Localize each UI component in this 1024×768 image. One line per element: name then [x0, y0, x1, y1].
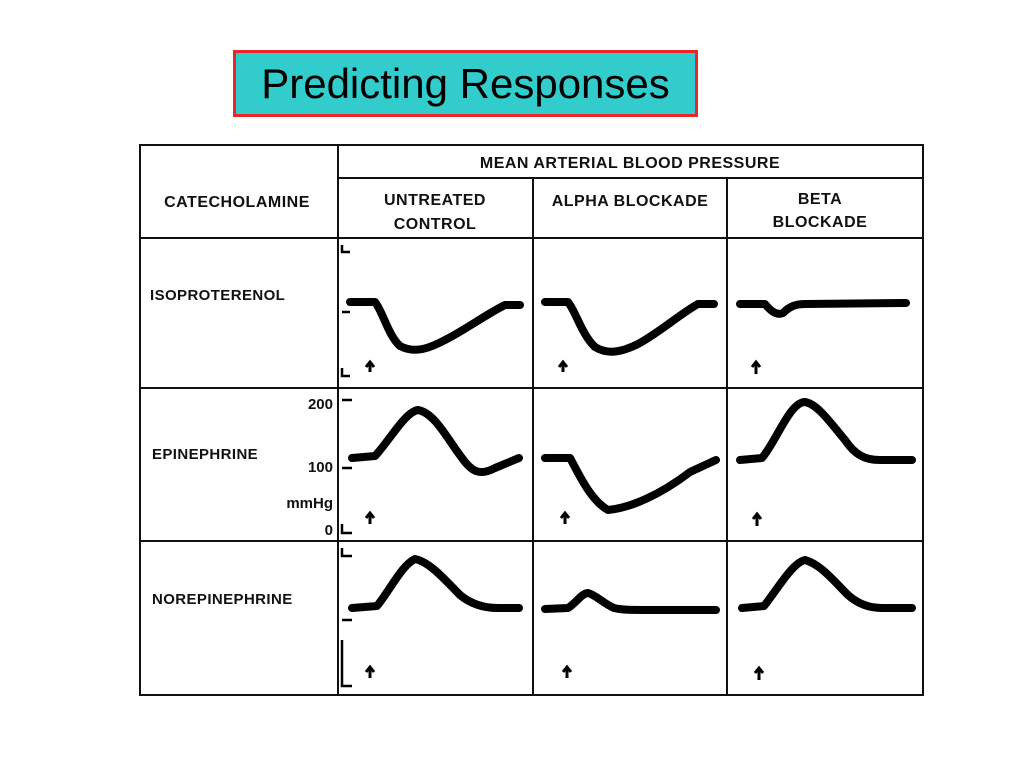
row-label-norepinephrine: NOREPINEPHRINE	[152, 591, 293, 608]
trace-isoproterenol-beta	[736, 299, 910, 318]
arrow-up-icon	[751, 511, 763, 526]
trace-epinephrine-untreated	[348, 406, 523, 477]
arrow-up-icon	[364, 510, 376, 524]
title-box: Predicting Responses	[233, 50, 698, 117]
table-grid	[139, 144, 924, 696]
scale-label-0: 0	[325, 522, 333, 539]
trace-norepinephrine-alpha	[541, 589, 720, 614]
scale-label-100: 100	[308, 459, 333, 476]
row-label-isoproterenol: ISOPROTERENOL	[150, 287, 285, 304]
axis-ticks	[340, 245, 352, 688]
header-main: MEAN ARTERIAL BLOOD PRESSURE	[480, 155, 780, 172]
arrow-up-icon	[753, 665, 765, 680]
table-border	[139, 144, 924, 696]
header-beta-line1: BETA	[798, 191, 842, 208]
axis-ticks-row-1	[340, 245, 350, 378]
axis-ticks-row-2	[340, 398, 352, 535]
arrow-up-icon	[559, 510, 571, 524]
axis-ticks-row-3	[340, 548, 352, 688]
trace-norepinephrine-beta	[738, 556, 916, 612]
header-catecholamine: CATECHOLAMINE	[164, 194, 310, 211]
slide-title: Predicting Responses	[261, 59, 670, 107]
trace-epinephrine-alpha	[541, 454, 720, 514]
header-beta-line2: BLOCKADE	[773, 214, 868, 231]
arrow-up-icon	[364, 664, 376, 678]
arrow-up-icon	[561, 664, 573, 678]
arrow-up-icon	[557, 359, 569, 372]
arrow-up-icon	[750, 359, 762, 374]
header-alpha-blockade: ALPHA BLOCKADE	[552, 193, 709, 210]
injection-arrows	[364, 359, 765, 680]
header-untreated-line1: UNTREATED	[384, 192, 486, 209]
scale-label-200: 200	[308, 396, 333, 413]
trace-isoproterenol-untreated	[346, 298, 524, 354]
arrow-up-icon	[364, 359, 376, 372]
row-label-epinephrine: EPINEPHRINE	[152, 446, 258, 463]
trace-norepinephrine-untreated	[348, 555, 523, 612]
header-untreated-line2: CONTROL	[394, 216, 477, 233]
trace-epinephrine-beta	[736, 398, 916, 464]
trace-isoproterenol-alpha	[541, 298, 718, 356]
pressure-traces	[346, 298, 916, 614]
scale-label-unit: mmHg	[286, 495, 333, 512]
